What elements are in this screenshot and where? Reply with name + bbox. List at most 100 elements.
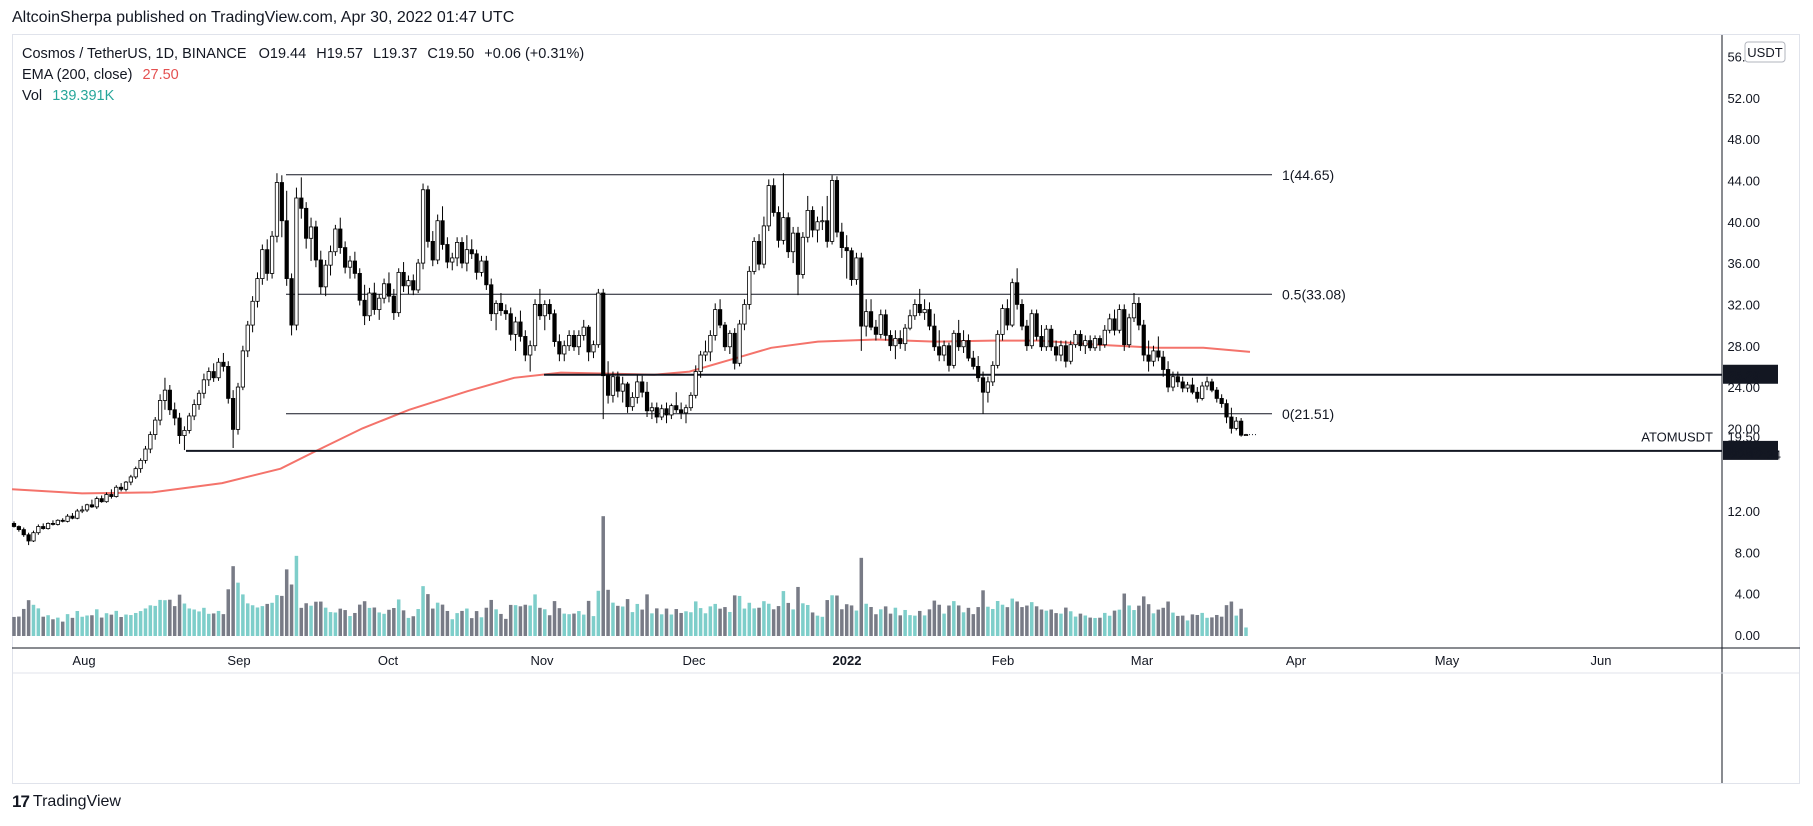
candle-body [1136, 302, 1141, 326]
volume-bar [182, 603, 187, 636]
candle-body [196, 392, 202, 406]
volume-bar [1141, 596, 1146, 636]
volume-bar [85, 615, 89, 636]
volume-bar [41, 616, 45, 636]
volume-bar [479, 617, 484, 636]
legend-ema-label[interactable]: EMA (200, close) [22, 67, 133, 83]
candle-body [50, 523, 56, 525]
volume-bar [294, 555, 299, 636]
candle-body [659, 408, 664, 418]
volume-bar [1073, 616, 1078, 636]
volume-bar [713, 603, 717, 636]
volume-bar [908, 615, 912, 636]
symbol-label: ATOMUSDT [1641, 430, 1713, 445]
volume-bar [1244, 627, 1248, 636]
candle-body [596, 292, 601, 346]
volume-bar [421, 586, 425, 636]
volume-bar [635, 603, 640, 636]
candle-body [94, 498, 99, 508]
volume-bar [976, 607, 980, 636]
candle-body [1229, 416, 1234, 429]
volume-bar [859, 557, 864, 636]
candle-body [284, 220, 289, 279]
candle-body [123, 481, 129, 490]
legend-vol-label[interactable]: Vol [22, 88, 43, 104]
volume-bar [898, 615, 903, 636]
volume-bar [518, 606, 523, 636]
volume-bar [513, 605, 518, 636]
volume-bar [1137, 605, 1141, 636]
candle-body [528, 345, 533, 356]
candle-body [1117, 309, 1122, 331]
volume-bar [620, 606, 625, 636]
time-tick-label: Mar [1131, 653, 1154, 668]
candle-body [104, 494, 109, 503]
time-tick-label: Aug [72, 653, 95, 668]
legend-vol-value: 139.391K [52, 88, 115, 104]
volume-bar [684, 611, 688, 636]
candle-body [722, 324, 728, 348]
volume-bar [372, 607, 377, 636]
volume-bar [991, 608, 995, 636]
candle-body [815, 221, 820, 231]
volume-bar [17, 616, 21, 636]
volume-bar [1171, 612, 1175, 636]
volume-bar [737, 595, 742, 636]
ema-200-line [11, 338, 1251, 495]
candle-body [980, 377, 986, 393]
candle-body [45, 523, 51, 529]
candle-body [250, 300, 255, 326]
candle-body [1131, 302, 1137, 319]
candle-body [756, 240, 762, 265]
volume-bar [80, 616, 84, 636]
candle-body [167, 389, 172, 411]
volume-bar [95, 609, 99, 636]
candle-body [800, 236, 805, 275]
volume-bar [202, 607, 206, 636]
volume-bar [343, 610, 347, 636]
candle-body [971, 357, 976, 367]
candle-body [41, 526, 46, 529]
candle-body [703, 351, 708, 356]
candle-body [333, 228, 338, 253]
candle-body [917, 304, 922, 314]
volume-bar [1127, 605, 1131, 636]
volume-bar [1132, 610, 1136, 636]
volume-bar [757, 607, 761, 636]
price-tick-label: 8.00 [1735, 545, 1760, 560]
candle-body [854, 257, 859, 281]
legend-ema-value: 27.50 [142, 67, 179, 83]
candle-body [805, 210, 810, 238]
volume-bar [148, 605, 153, 636]
legend-symbol[interactable]: Cosmos / TetherUS, 1D, BINANCE [22, 46, 247, 62]
candle-body [221, 361, 226, 367]
volume-bar [153, 605, 157, 636]
candle-body [1083, 340, 1088, 347]
candle-body [435, 220, 440, 261]
candle-body [1180, 381, 1185, 389]
volume-bar [538, 607, 542, 636]
volume-bar [1039, 609, 1044, 636]
volume-bar [26, 600, 31, 636]
fib-level-label: 0(21.51) [1282, 406, 1334, 422]
volume-bar [245, 603, 250, 636]
time-tick-label: Dec [682, 653, 706, 668]
volume-bar [791, 609, 795, 636]
price-tick-label: 52.00 [1727, 91, 1760, 106]
candle-body [669, 405, 674, 416]
tradingview-logo[interactable]: 17 TradingView [12, 792, 121, 812]
candle-body [781, 217, 786, 241]
volume-bar [401, 610, 406, 636]
volume-bar [557, 608, 562, 636]
candle-body [274, 182, 280, 237]
volume-bar [348, 616, 352, 636]
candle-body [1024, 325, 1029, 347]
candle-body [766, 185, 771, 227]
candle-body [1063, 345, 1068, 362]
volume-bar [231, 566, 235, 636]
candle-body [386, 283, 392, 297]
candle-body [995, 333, 1000, 366]
candle-body [503, 310, 508, 315]
candle-body [381, 283, 387, 299]
